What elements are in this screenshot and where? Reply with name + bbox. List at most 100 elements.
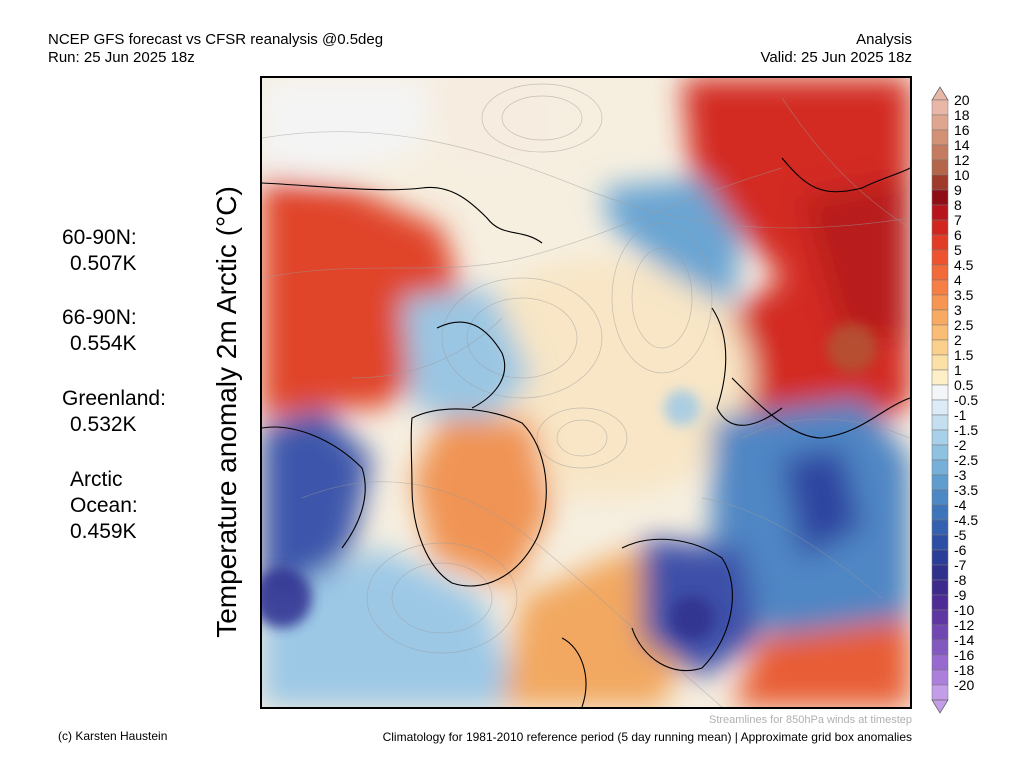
colorbar-tick-label: 6: [954, 227, 962, 243]
stat-greenland: Greenland: 0.532K: [62, 386, 166, 438]
colorbar-tick-label: -10: [954, 602, 974, 618]
colorbar-tick-label: 10: [954, 167, 970, 183]
warm-anomaly-western-russia: [732, 618, 910, 707]
colorbar-tick-label: -7: [954, 557, 967, 573]
colorbar-max-arrow: [931, 86, 949, 101]
colorbar-swatch: [931, 369, 949, 386]
coastlines: [262, 157, 910, 707]
colorbar-swatch: [931, 159, 949, 176]
stat-value: 0.554K: [70, 332, 137, 355]
stat-66-90n: 66-90N: 0.554K: [62, 305, 137, 357]
colorbar-swatch: [931, 459, 949, 476]
colorbar-swatch: [931, 384, 949, 401]
colorbar-tick-label: 4: [954, 272, 962, 288]
colorbar-swatch: [931, 654, 949, 671]
cold-anomaly-archipelago: [402, 288, 532, 428]
colorbar-tick-label: -8: [954, 572, 967, 588]
colorbar-tick-label: -12: [954, 617, 974, 633]
run-label: Run: 25 Jun 2025 18z: [48, 49, 195, 66]
colorbar-swatch: [931, 99, 949, 116]
cold-patch-norway: [670, 596, 714, 640]
colorbar-tick-label: -20: [954, 677, 974, 693]
coastline-siberia: [731, 377, 910, 439]
colorbar-tick-label: -16: [954, 647, 974, 663]
neutral-anomaly-pacific: [262, 78, 432, 173]
valid-label: Valid: 25 Jun 2025 18z: [760, 49, 912, 66]
stat-value: 0.459K: [70, 520, 137, 543]
climatology-note: Climatology for 1981-2010 reference peri…: [382, 730, 912, 744]
streamlines-note: Streamlines for 850hPa winds at timestep: [709, 714, 912, 726]
colorbar-tick-label: 8: [954, 197, 962, 213]
colorbar-swatch: [931, 504, 949, 521]
colorbar-tick-label: 2.5: [954, 317, 974, 333]
colorbar-swatch: [931, 114, 949, 131]
coastline-greenland: [410, 408, 547, 587]
colorbar-tick-label: -2.5: [954, 452, 978, 468]
colorbar-tick-label: 1.5: [954, 347, 974, 363]
mode-label: Analysis: [856, 31, 912, 48]
colorbar-tick-label: -6: [954, 542, 967, 558]
colorbar-swatch: [931, 234, 949, 251]
stat-60-90n: 60-90N: 0.507K: [62, 225, 137, 277]
stat-region-label: 66-90N:: [62, 306, 137, 329]
coastline-scandinavia: [621, 538, 733, 672]
colorbar-swatch: [931, 129, 949, 146]
colorbar-tick-label: -4.5: [954, 512, 978, 528]
coastline-alaska: [262, 182, 543, 244]
colorbar-swatch: [931, 639, 949, 656]
warm-anomaly-greenland: [412, 418, 552, 588]
colorbar-tick-label: -1.5: [954, 422, 978, 438]
colorbar-tick-label: 3.5: [954, 287, 974, 303]
colorbar: 20 18 16 14 12 10 9 8 7 6 5 4.5 4 3.5 3 2.5 2 1.5 1 0.5 -0.5…: [930, 86, 1020, 714]
coastline-hudson-bay: [262, 426, 366, 549]
colorbar-tick-label: 5: [954, 242, 962, 258]
colorbar-swatch: [931, 684, 949, 701]
colorbar-tick-label: 18: [954, 107, 970, 123]
cold-patch-labrador: [262, 568, 312, 628]
neutral-anomaly-beaufort: [422, 78, 552, 168]
colorbar-swatch: [931, 189, 949, 206]
credit-label: (c) Karsten Haustein: [58, 729, 168, 743]
colorbar-tick-label: -0.5: [954, 392, 978, 408]
colorbar-swatch: [931, 279, 949, 296]
colorbar-swatch: [931, 669, 949, 686]
stat-arctic-ocean: Arctic Ocean: 0.459K: [70, 467, 138, 545]
cold-patch-kara-sea: [664, 390, 700, 426]
colorbar-swatch: [931, 519, 949, 536]
anomaly-map[interactable]: [260, 76, 912, 709]
colorbar-tick-label: 7: [954, 212, 962, 228]
cold-anomaly-hudson-bay: [262, 408, 372, 598]
colorbar-swatch: [931, 534, 949, 551]
colorbar-tick-label: -3: [954, 467, 967, 483]
colorbar-swatch: [931, 549, 949, 566]
strong-cold-anomaly-siberia: [782, 448, 862, 558]
colorbar-swatch: [931, 204, 949, 221]
colorbar-tick-label: -4: [954, 497, 967, 513]
warm-patch-yakutia: [827, 323, 877, 373]
colorbar-swatch: [931, 219, 949, 236]
colorbar-swatch: [931, 594, 949, 611]
colorbar-tick-label: -2: [954, 437, 967, 453]
colorbar-swatch: [931, 399, 949, 416]
colorbar-swatch: [931, 249, 949, 266]
colorbar-tick-label: -9: [954, 587, 967, 603]
colorbar-swatch: [931, 144, 949, 161]
colorbar-swatch: [931, 489, 949, 506]
header-left: NCEP GFS forecast vs CFSR reanalysis @0.…: [48, 31, 383, 67]
colorbar-swatch: [931, 579, 949, 596]
colorbar-tick-label: 1: [954, 362, 962, 378]
colorbar-tick-label: -14: [954, 632, 974, 648]
cool-anomaly-north-atlantic: [262, 548, 522, 707]
stat-value: 0.532K: [70, 413, 137, 436]
coastline-taymyr: [711, 307, 783, 426]
colorbar-tick-label: -5: [954, 527, 967, 543]
colorbar-swatch: [931, 264, 949, 281]
colorbar-tick-label: -3.5: [954, 482, 978, 498]
colorbar-swatch: [931, 444, 949, 461]
stat-value: 0.507K: [70, 252, 137, 275]
colorbar-swatch: [931, 294, 949, 311]
header-right: Analysis Valid: 25 Jun 2025 18z: [760, 31, 912, 67]
stat-region-label-line1: Arctic: [70, 468, 123, 491]
colorbar-tick-label: 20: [954, 92, 970, 108]
coastline-archipelago: [436, 321, 506, 409]
